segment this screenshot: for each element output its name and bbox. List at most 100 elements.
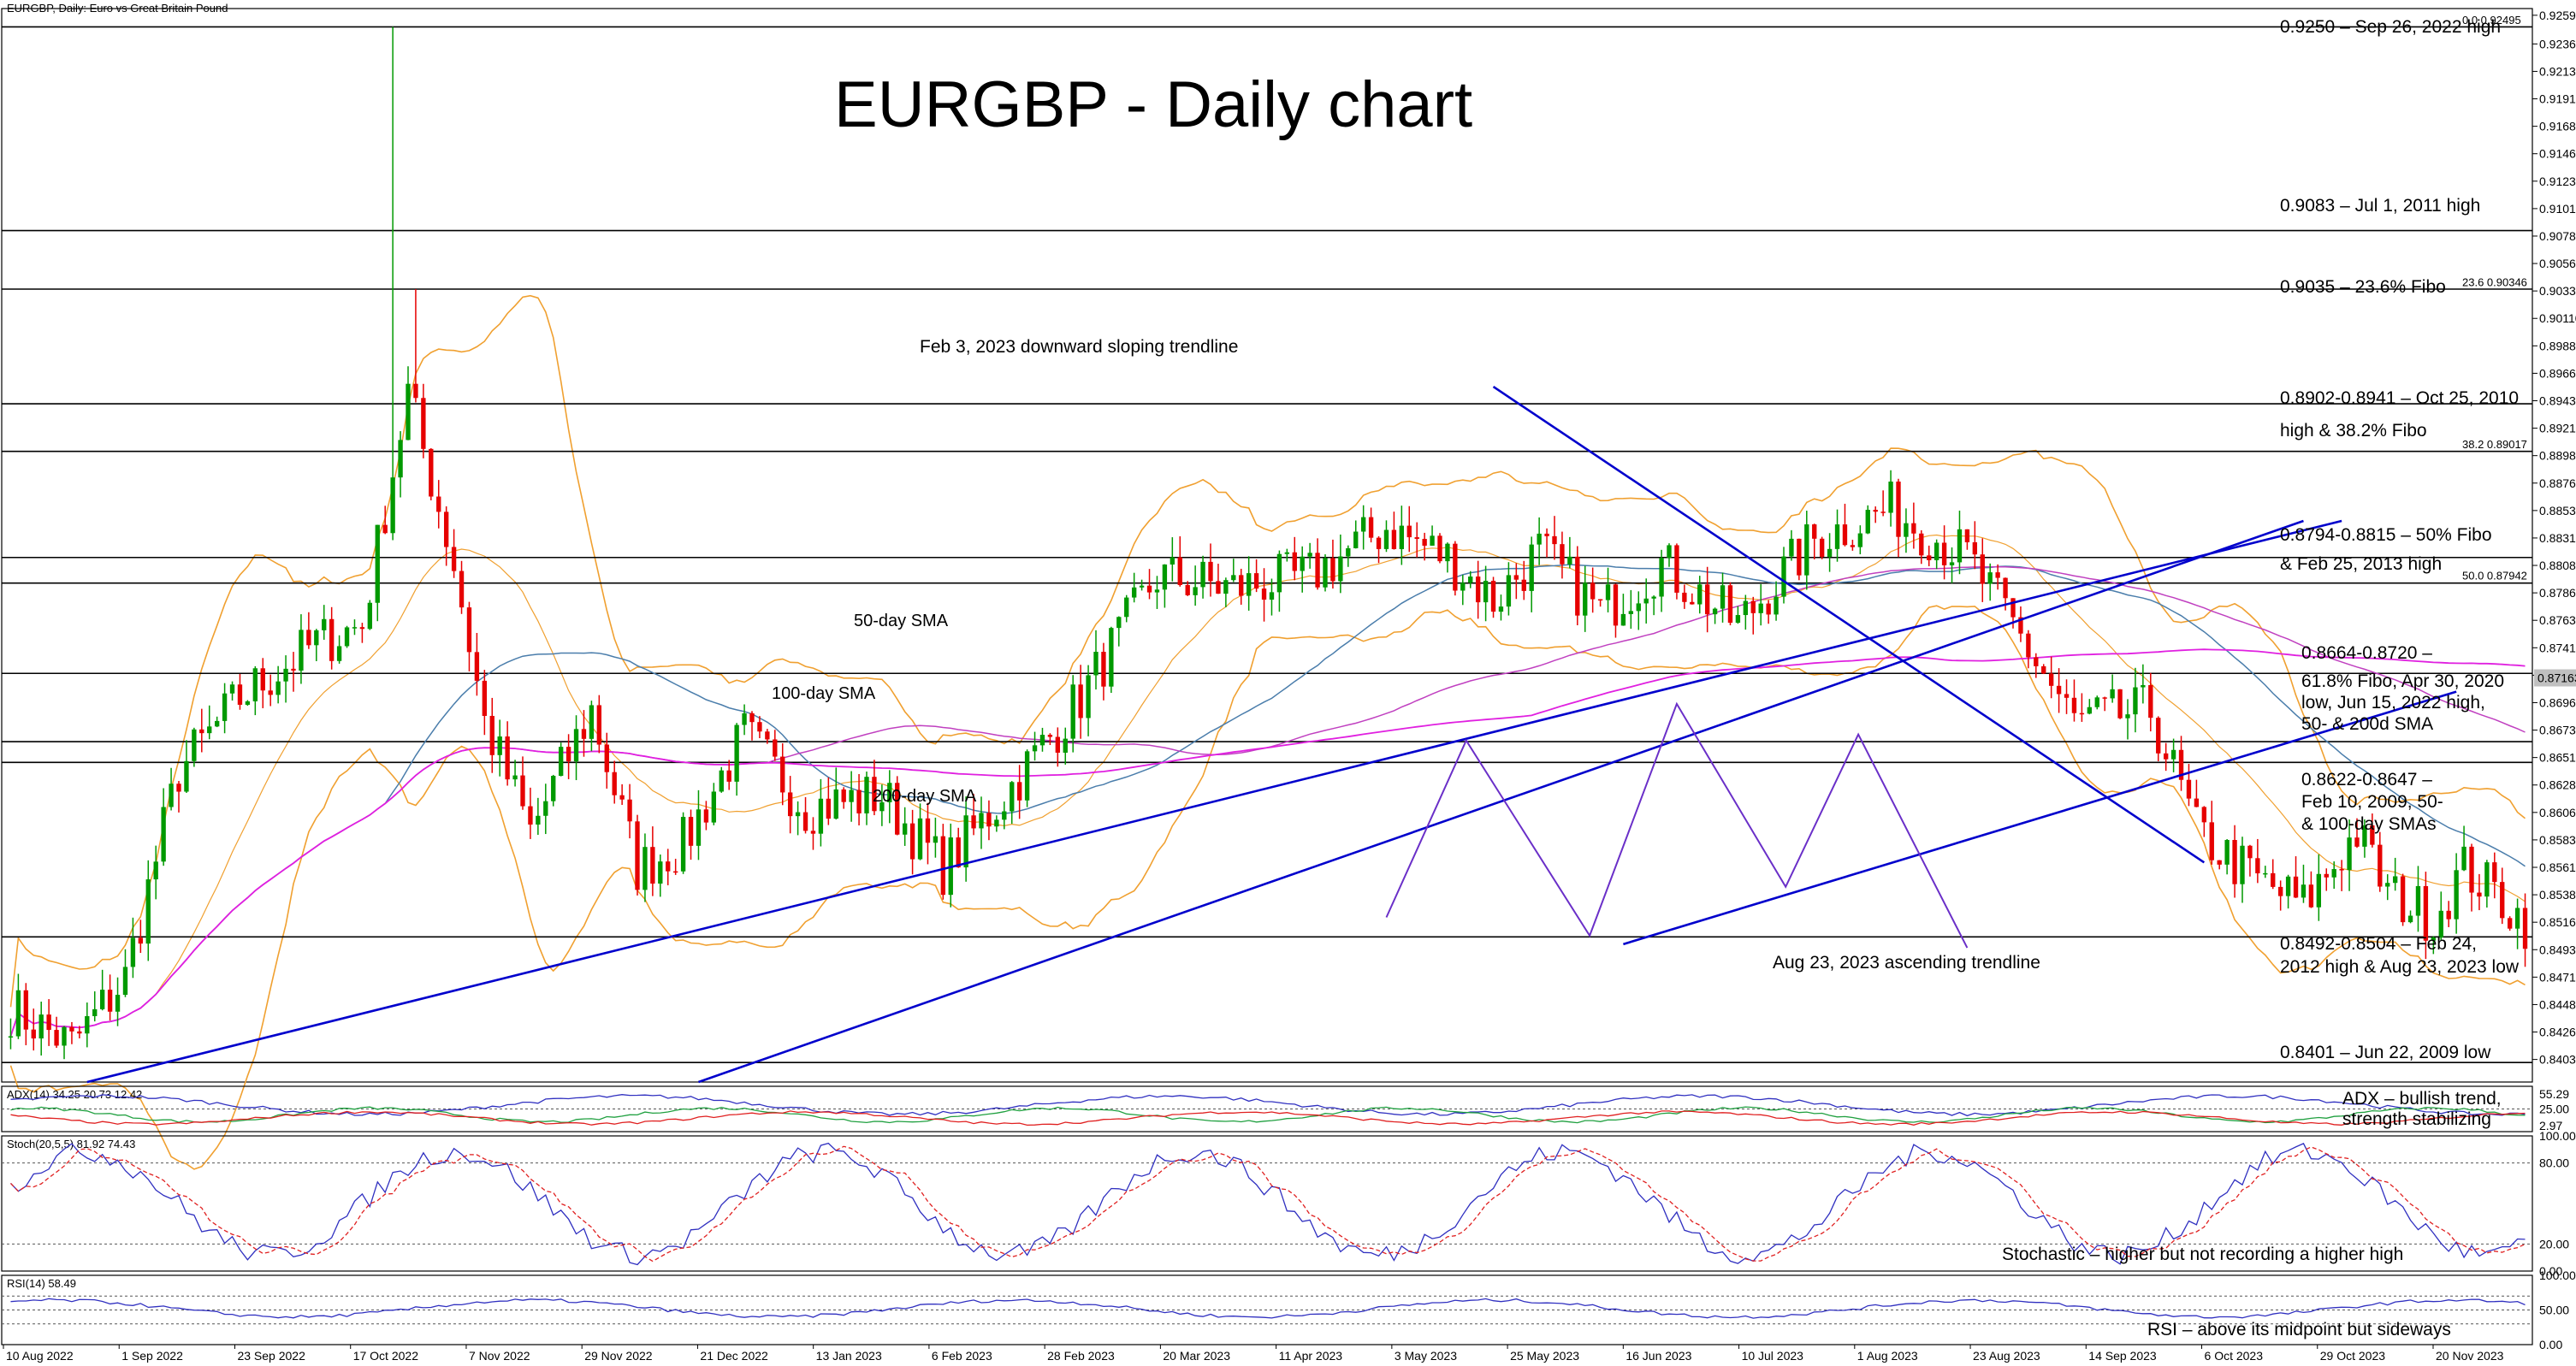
candle-body bbox=[1682, 592, 1687, 602]
candle-body bbox=[2522, 908, 2528, 949]
adx-panel: ADX(14) 34.25 20.73 12.42 55.2925.002.97A… bbox=[1, 1085, 2569, 1132]
x-tick-label: 14 Sep 2023 bbox=[2088, 1349, 2157, 1363]
candle-body bbox=[1032, 745, 1038, 752]
candle-body bbox=[459, 571, 465, 608]
candle-body bbox=[1957, 529, 1963, 563]
level-annotation-13: & 100-day SMAs bbox=[2301, 814, 2437, 834]
candle-body bbox=[2186, 779, 2192, 799]
y-tick-label: 0.84485 bbox=[2539, 997, 2576, 1011]
candle-body bbox=[1927, 555, 1932, 560]
candle-body bbox=[1842, 524, 1848, 546]
candle-body bbox=[1995, 572, 2000, 578]
candle-body bbox=[1941, 542, 1947, 565]
candle-body bbox=[1537, 533, 1542, 545]
candle-body bbox=[2324, 873, 2329, 878]
candle-body bbox=[1513, 575, 1519, 580]
candle-body bbox=[1896, 482, 1901, 537]
candle-body bbox=[543, 801, 548, 816]
rsi-level-label: 0.00 bbox=[2539, 1338, 2562, 1351]
ascending-trendline-2022 bbox=[86, 519, 2342, 1084]
candle-body bbox=[2156, 718, 2161, 754]
candle-body bbox=[1315, 553, 1320, 588]
candle-body bbox=[1284, 552, 1290, 554]
sma-200-line bbox=[9, 648, 2526, 1037]
y-tick-label: 0.89885 bbox=[2539, 339, 2576, 352]
candle-body bbox=[1490, 581, 1496, 612]
candle-body bbox=[1498, 606, 1504, 612]
candle-body bbox=[1583, 582, 1588, 616]
candle-body bbox=[2034, 657, 2039, 666]
candle-body bbox=[1399, 525, 1405, 549]
candle-body bbox=[849, 789, 854, 802]
candle-body bbox=[85, 1015, 90, 1034]
candle-body bbox=[1743, 600, 1749, 616]
candle-body bbox=[352, 627, 358, 629]
candle-body bbox=[1261, 588, 1267, 600]
y-tick-label: 0.90785 bbox=[2539, 229, 2576, 243]
candle-body bbox=[54, 1030, 59, 1046]
candle-body bbox=[2339, 869, 2344, 871]
candle-body bbox=[1789, 538, 1794, 557]
candle-body bbox=[1727, 585, 1733, 624]
candle-body bbox=[1704, 584, 1710, 615]
bollinger-middle-band bbox=[9, 534, 2526, 1037]
y-tick-label: 0.88085 bbox=[2539, 559, 2576, 572]
candle-body bbox=[887, 783, 892, 802]
stoch-level-label: 80.00 bbox=[2539, 1156, 2569, 1170]
candle-body bbox=[443, 512, 449, 547]
candle-body bbox=[245, 701, 251, 705]
candle-body bbox=[971, 815, 976, 829]
candle-body bbox=[2110, 689, 2115, 699]
candle-body bbox=[1643, 598, 1649, 604]
candle-body bbox=[2514, 908, 2520, 929]
candle-body bbox=[1078, 684, 1083, 718]
candle-body bbox=[1613, 584, 1619, 626]
candle-body bbox=[1246, 573, 1252, 596]
candle-body bbox=[726, 770, 731, 782]
candle-body bbox=[1475, 577, 1481, 603]
candle-body bbox=[1323, 558, 1328, 588]
y-tick-label: 0.84935 bbox=[2539, 943, 2576, 956]
level-annotation-8: 61.8% Fibo, Apr 30, 2020 bbox=[2301, 671, 2504, 691]
x-tick-label: 21 Dec 2022 bbox=[700, 1349, 768, 1363]
candle-body bbox=[688, 817, 694, 846]
candle-body bbox=[1781, 556, 1786, 597]
candle-body bbox=[1827, 548, 1833, 558]
candle-body bbox=[1391, 529, 1397, 549]
candle-body bbox=[2285, 876, 2291, 896]
candle-body bbox=[2224, 840, 2230, 865]
candle-body bbox=[2064, 694, 2070, 698]
candle-body bbox=[2240, 845, 2245, 884]
candle-body bbox=[1139, 585, 1145, 588]
zigzag-pattern bbox=[1385, 701, 1969, 949]
candle-body bbox=[749, 713, 755, 723]
candle-body bbox=[787, 792, 793, 817]
candle-body bbox=[841, 789, 846, 802]
candle-body bbox=[2071, 697, 2077, 713]
candle-body bbox=[107, 990, 113, 1012]
candle-body bbox=[1063, 738, 1068, 753]
candle-body bbox=[1667, 545, 1672, 559]
level-annotation-10: 50- & 200d SMA bbox=[2301, 714, 2433, 734]
stoch-d-line bbox=[10, 1145, 2526, 1263]
candle-body bbox=[2362, 825, 2367, 847]
candle-body bbox=[2469, 846, 2474, 893]
x-tick-label: 25 May 2023 bbox=[1510, 1349, 1579, 1363]
candle-body bbox=[2500, 882, 2505, 919]
candle-body bbox=[2378, 844, 2383, 887]
candle-body bbox=[268, 690, 273, 695]
candle-body bbox=[275, 681, 281, 695]
candle-body bbox=[979, 813, 984, 829]
x-tick-label: 7 Nov 2022 bbox=[469, 1349, 530, 1363]
candle-body bbox=[497, 736, 502, 755]
candle-body bbox=[2141, 684, 2146, 688]
candle-body bbox=[1422, 538, 1427, 546]
trendline-0 bbox=[698, 519, 2304, 1084]
candle-body bbox=[872, 777, 877, 812]
